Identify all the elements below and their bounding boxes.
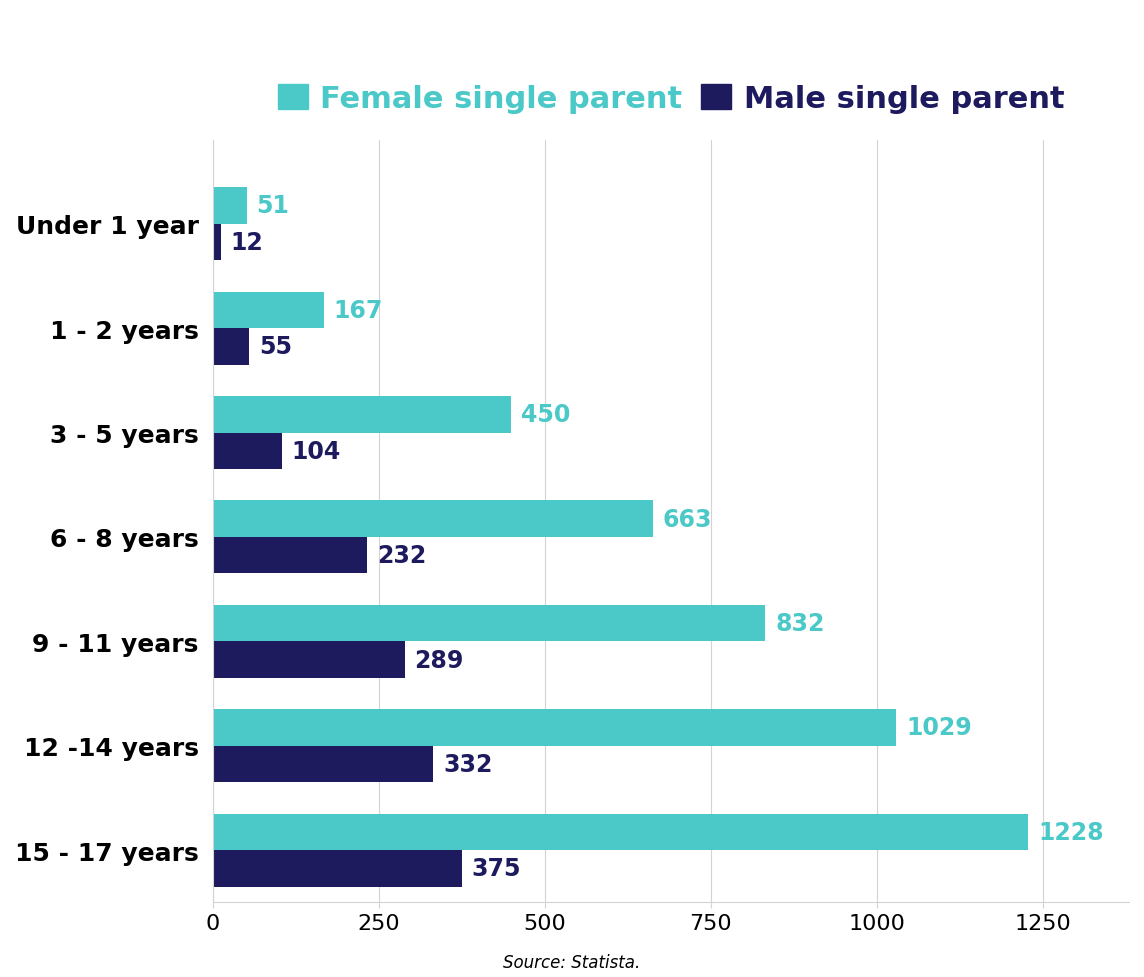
- Text: 55: 55: [260, 335, 292, 359]
- Bar: [213, 329, 249, 365]
- Text: 832: 832: [776, 612, 825, 635]
- Bar: [213, 188, 246, 225]
- Text: 51: 51: [256, 194, 289, 218]
- Text: 12: 12: [231, 231, 263, 255]
- Text: 167: 167: [334, 299, 383, 322]
- Text: 104: 104: [292, 440, 341, 463]
- Legend: Female single parent, Male single parent: Female single parent, Male single parent: [265, 72, 1077, 126]
- Bar: [213, 433, 281, 470]
- Text: 450: 450: [522, 403, 571, 427]
- Text: 289: 289: [414, 648, 463, 672]
- Bar: [213, 292, 324, 329]
- Bar: [213, 605, 765, 642]
- Text: 332: 332: [443, 752, 492, 776]
- Bar: [213, 814, 1028, 850]
- Bar: [213, 537, 367, 573]
- Text: 1228: 1228: [1038, 820, 1104, 844]
- Bar: [213, 709, 896, 745]
- Bar: [213, 850, 462, 887]
- Text: 663: 663: [662, 507, 713, 531]
- Bar: [213, 745, 434, 783]
- Text: 1029: 1029: [906, 716, 971, 740]
- Bar: [213, 642, 405, 678]
- Bar: [213, 501, 653, 537]
- Text: Source: Statista.: Source: Statista.: [503, 954, 641, 971]
- Text: 232: 232: [376, 543, 426, 568]
- Bar: [213, 225, 221, 261]
- Bar: [213, 397, 511, 433]
- Text: 375: 375: [471, 857, 522, 880]
